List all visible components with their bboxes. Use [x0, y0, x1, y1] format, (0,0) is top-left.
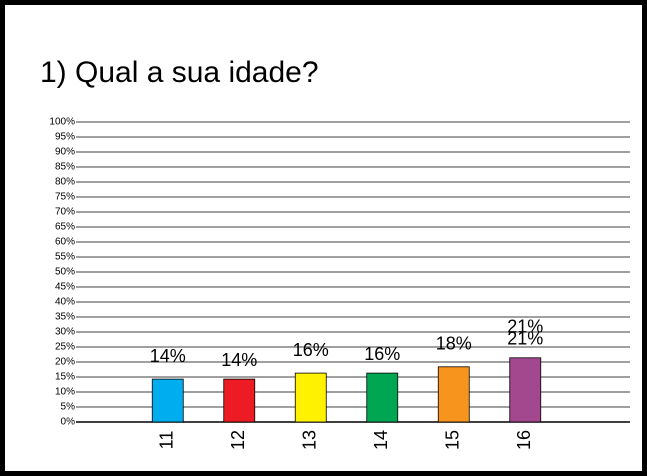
- bar: [151, 378, 184, 423]
- value-label: 16%: [364, 344, 400, 364]
- y-tick-label: 45%: [55, 282, 75, 293]
- y-tick-label: 5%: [61, 402, 76, 413]
- y-tick-label: 20%: [55, 357, 75, 368]
- value-label: 18%: [436, 334, 472, 354]
- value-label: 21%: [507, 317, 543, 337]
- y-tick-label: 40%: [55, 297, 75, 308]
- y-tick-label: 75%: [55, 192, 75, 203]
- y-tick-label: 80%: [55, 177, 75, 188]
- y-tick-label: 10%: [55, 387, 75, 398]
- bar: [437, 366, 470, 423]
- value-label: 14%: [150, 346, 186, 366]
- y-tick-label: 0%: [61, 417, 76, 428]
- y-tick-label: 90%: [55, 147, 75, 158]
- y-tick-label: 85%: [55, 162, 75, 173]
- bar: [509, 357, 542, 423]
- y-tick-label: 35%: [55, 312, 75, 323]
- y-tick-label: 100%: [49, 117, 75, 128]
- y-tick-label: 65%: [55, 222, 75, 233]
- value-label: 16%: [293, 340, 329, 360]
- y-tick-label: 55%: [55, 252, 75, 263]
- y-tick-label: 30%: [55, 327, 75, 338]
- x-tick-label: 11: [157, 431, 177, 450]
- y-tick-label: 60%: [55, 237, 75, 248]
- y-tick-label: 25%: [55, 342, 75, 353]
- chart-title: 1) Qual a sua idade?: [40, 56, 319, 89]
- x-tick-label: 16: [514, 430, 534, 450]
- x-tick-label: 15: [443, 430, 463, 450]
- x-tick-label: 13: [300, 430, 320, 450]
- y-tick-label: 50%: [55, 267, 75, 278]
- y-tick-label: 15%: [55, 372, 75, 383]
- value-label: 14%: [221, 350, 257, 370]
- y-tick-label: 70%: [55, 207, 75, 218]
- bar: [223, 378, 256, 423]
- x-tick-label: 12: [228, 430, 248, 450]
- y-tick-label: 95%: [55, 132, 75, 143]
- bar: [294, 372, 327, 423]
- x-tick-label: 14: [371, 430, 391, 450]
- bar: [366, 372, 399, 423]
- value-label: 21%: [507, 329, 543, 349]
